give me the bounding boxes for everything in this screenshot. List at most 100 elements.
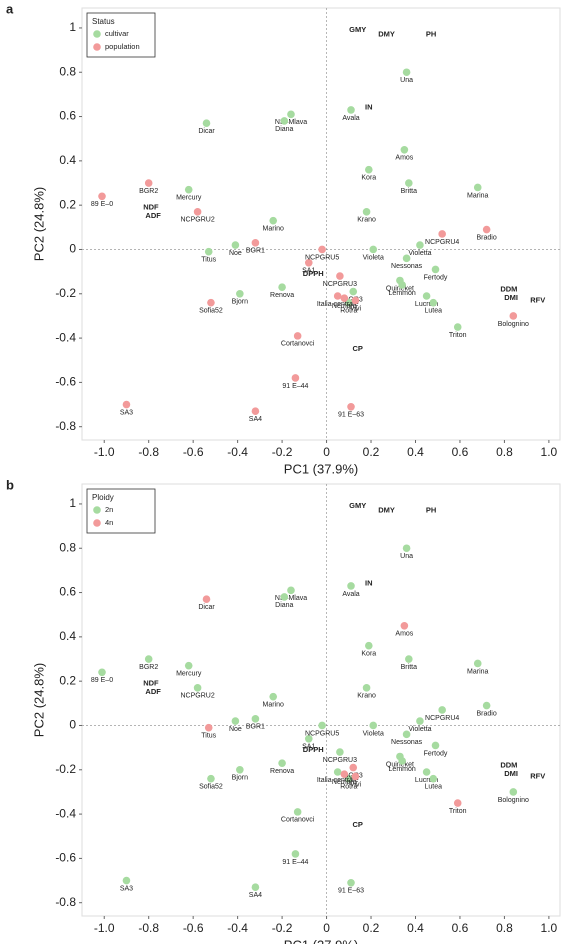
point-label: Rotra bbox=[340, 783, 357, 790]
y-tick-label: 1 bbox=[69, 496, 76, 510]
point-label: Lucrum bbox=[415, 777, 439, 784]
loading-label: GMY bbox=[349, 25, 366, 34]
point-label: BGR2 bbox=[139, 188, 158, 195]
loading-label: DDM bbox=[500, 284, 517, 293]
point bbox=[349, 763, 358, 772]
y-axis-title: PC2 (24.8%) bbox=[31, 663, 46, 737]
point bbox=[251, 883, 260, 891]
loading-label: IN bbox=[365, 579, 373, 588]
y-tick-label: -0.6 bbox=[55, 375, 76, 389]
point bbox=[429, 774, 438, 783]
point-label: BGR1 bbox=[246, 248, 265, 255]
x-tick-label: 0.4 bbox=[407, 921, 424, 935]
point-label: Noe bbox=[229, 250, 242, 257]
loading-label: DDM bbox=[500, 760, 517, 769]
point bbox=[402, 68, 411, 77]
point-label: Violeta bbox=[363, 254, 384, 261]
point-label: Nemaro bbox=[332, 303, 357, 310]
legend-swatch bbox=[93, 506, 101, 514]
point-label: Quineket bbox=[386, 285, 414, 292]
point bbox=[398, 281, 406, 289]
point bbox=[304, 734, 313, 743]
loading-label: DPPH bbox=[303, 745, 324, 754]
point bbox=[405, 655, 413, 663]
point-label: 91 E–44 bbox=[282, 859, 308, 866]
legend-label: 4n bbox=[105, 518, 113, 527]
point-label: SA1 bbox=[302, 268, 315, 275]
point bbox=[349, 287, 358, 296]
point-label: Rotra bbox=[340, 307, 357, 314]
point bbox=[336, 748, 344, 756]
legend-swatch bbox=[93, 519, 101, 527]
point-label: Marino bbox=[262, 226, 284, 233]
point-label: Bjorn bbox=[232, 775, 248, 782]
point bbox=[431, 265, 440, 274]
point-label: Mercury bbox=[176, 195, 202, 202]
point-label: Una bbox=[400, 553, 413, 560]
point-label: SA3 bbox=[120, 885, 133, 892]
point-label: BGR2 bbox=[139, 664, 158, 671]
point bbox=[351, 772, 360, 781]
point bbox=[402, 254, 411, 263]
point bbox=[98, 668, 106, 677]
point bbox=[278, 283, 286, 291]
point-label: NCPGRU3 bbox=[323, 757, 357, 764]
point bbox=[351, 296, 360, 305]
point bbox=[280, 117, 289, 125]
point-label: SA1 bbox=[302, 744, 315, 751]
point-label: Lutea bbox=[425, 783, 443, 790]
point bbox=[347, 106, 355, 114]
point bbox=[184, 661, 193, 670]
point bbox=[122, 876, 131, 885]
point-label: NCPGRU3 bbox=[323, 281, 357, 288]
point-label: NCPGRU4 bbox=[425, 239, 459, 246]
x-tick-label: 0.6 bbox=[452, 921, 469, 935]
point-label: NS–Mlava bbox=[275, 595, 307, 602]
x-axis-title: PC1 (37.9%) bbox=[284, 937, 358, 944]
x-tick-label: -0.6 bbox=[183, 921, 204, 935]
loading-label: ADF bbox=[145, 211, 161, 220]
point bbox=[362, 208, 371, 216]
point bbox=[369, 721, 378, 730]
legend-title: Ploidy bbox=[92, 493, 114, 502]
loading-label: DMI bbox=[504, 769, 518, 778]
point-label: Lemmon bbox=[389, 290, 416, 297]
point bbox=[251, 407, 260, 416]
y-tick-label: 0.6 bbox=[59, 109, 76, 123]
y-tick-label: -0.4 bbox=[55, 806, 76, 820]
point-label: Violetta bbox=[408, 250, 431, 257]
y-tick-label: -0.2 bbox=[55, 762, 76, 776]
legend-title: Status bbox=[92, 17, 115, 26]
x-tick-label: 0.2 bbox=[363, 445, 380, 459]
point-label: NS–Mlava bbox=[275, 119, 307, 126]
point bbox=[400, 145, 409, 154]
point bbox=[438, 230, 446, 238]
point-label: Avala bbox=[342, 591, 359, 598]
point bbox=[402, 730, 411, 739]
panel-label: a bbox=[6, 1, 14, 16]
point-label: Vivi bbox=[350, 781, 362, 788]
x-tick-label: -0.2 bbox=[272, 445, 293, 459]
y-tick-label: -0.8 bbox=[55, 895, 76, 909]
point-label: Cortanovci bbox=[281, 817, 315, 824]
y-tick-label: -0.2 bbox=[55, 286, 76, 300]
point bbox=[207, 774, 215, 783]
point bbox=[369, 245, 378, 254]
point-label: Sofia52 bbox=[199, 783, 223, 790]
point-label: Lemmon bbox=[389, 766, 416, 773]
point bbox=[204, 247, 213, 256]
x-tick-label: 1.0 bbox=[541, 445, 558, 459]
point bbox=[207, 298, 215, 307]
point-label: Diana bbox=[275, 126, 293, 133]
point-label: Dicar bbox=[198, 604, 215, 611]
loading-label: GMY bbox=[349, 501, 366, 510]
point bbox=[291, 374, 300, 382]
x-tick-label: 0.6 bbox=[452, 445, 469, 459]
point-label: Britta bbox=[401, 664, 417, 671]
point bbox=[293, 332, 302, 340]
point bbox=[473, 183, 482, 192]
x-tick-label: -0.2 bbox=[272, 921, 293, 935]
point bbox=[231, 241, 240, 249]
point-label: Bolognino bbox=[498, 321, 529, 328]
